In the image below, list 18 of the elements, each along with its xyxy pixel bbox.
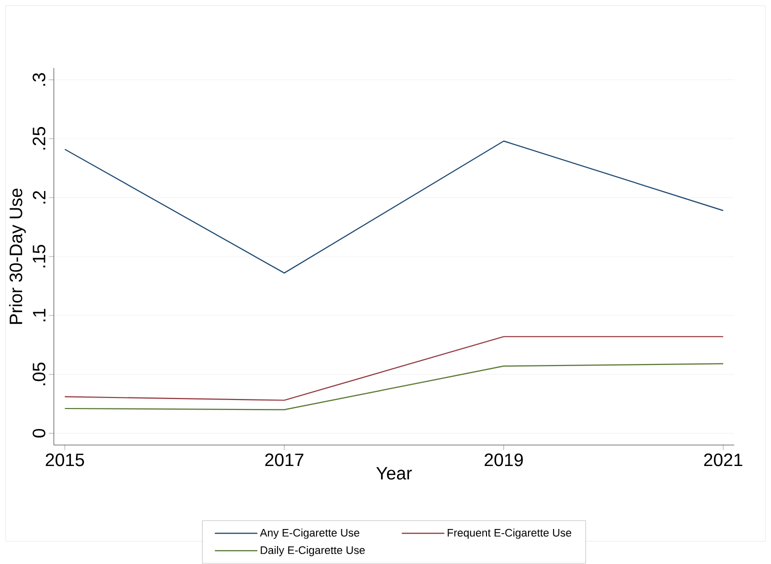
y-axis-title: Prior 30-Day Use	[9, 188, 26, 324]
x-axis-title: Year	[376, 467, 412, 480]
line-series	[64, 363, 724, 410]
x-tick-label: 2015	[46, 454, 84, 466]
y-tick-label: .2	[32, 191, 46, 204]
legend-label: Any E-Cigarette Use	[260, 528, 360, 539]
x-tick-label: 2019	[484, 454, 523, 466]
line-series	[64, 140, 724, 274]
y-tick-label: .1	[33, 309, 46, 322]
legend-label: Frequent E-Cigarette Use	[448, 528, 572, 539]
legend-label: Daily E-Cigarette Use	[260, 546, 365, 556]
y-tick-label: 0	[32, 429, 46, 438]
x-tick-label: 2017	[265, 454, 304, 466]
y-tick-label: .05	[32, 362, 46, 386]
y-tick-label: .25	[32, 127, 46, 150]
y-tick-label: .15	[32, 245, 46, 268]
y-tick-label: .3	[32, 73, 46, 86]
x-tick-label: 2021	[704, 454, 742, 466]
